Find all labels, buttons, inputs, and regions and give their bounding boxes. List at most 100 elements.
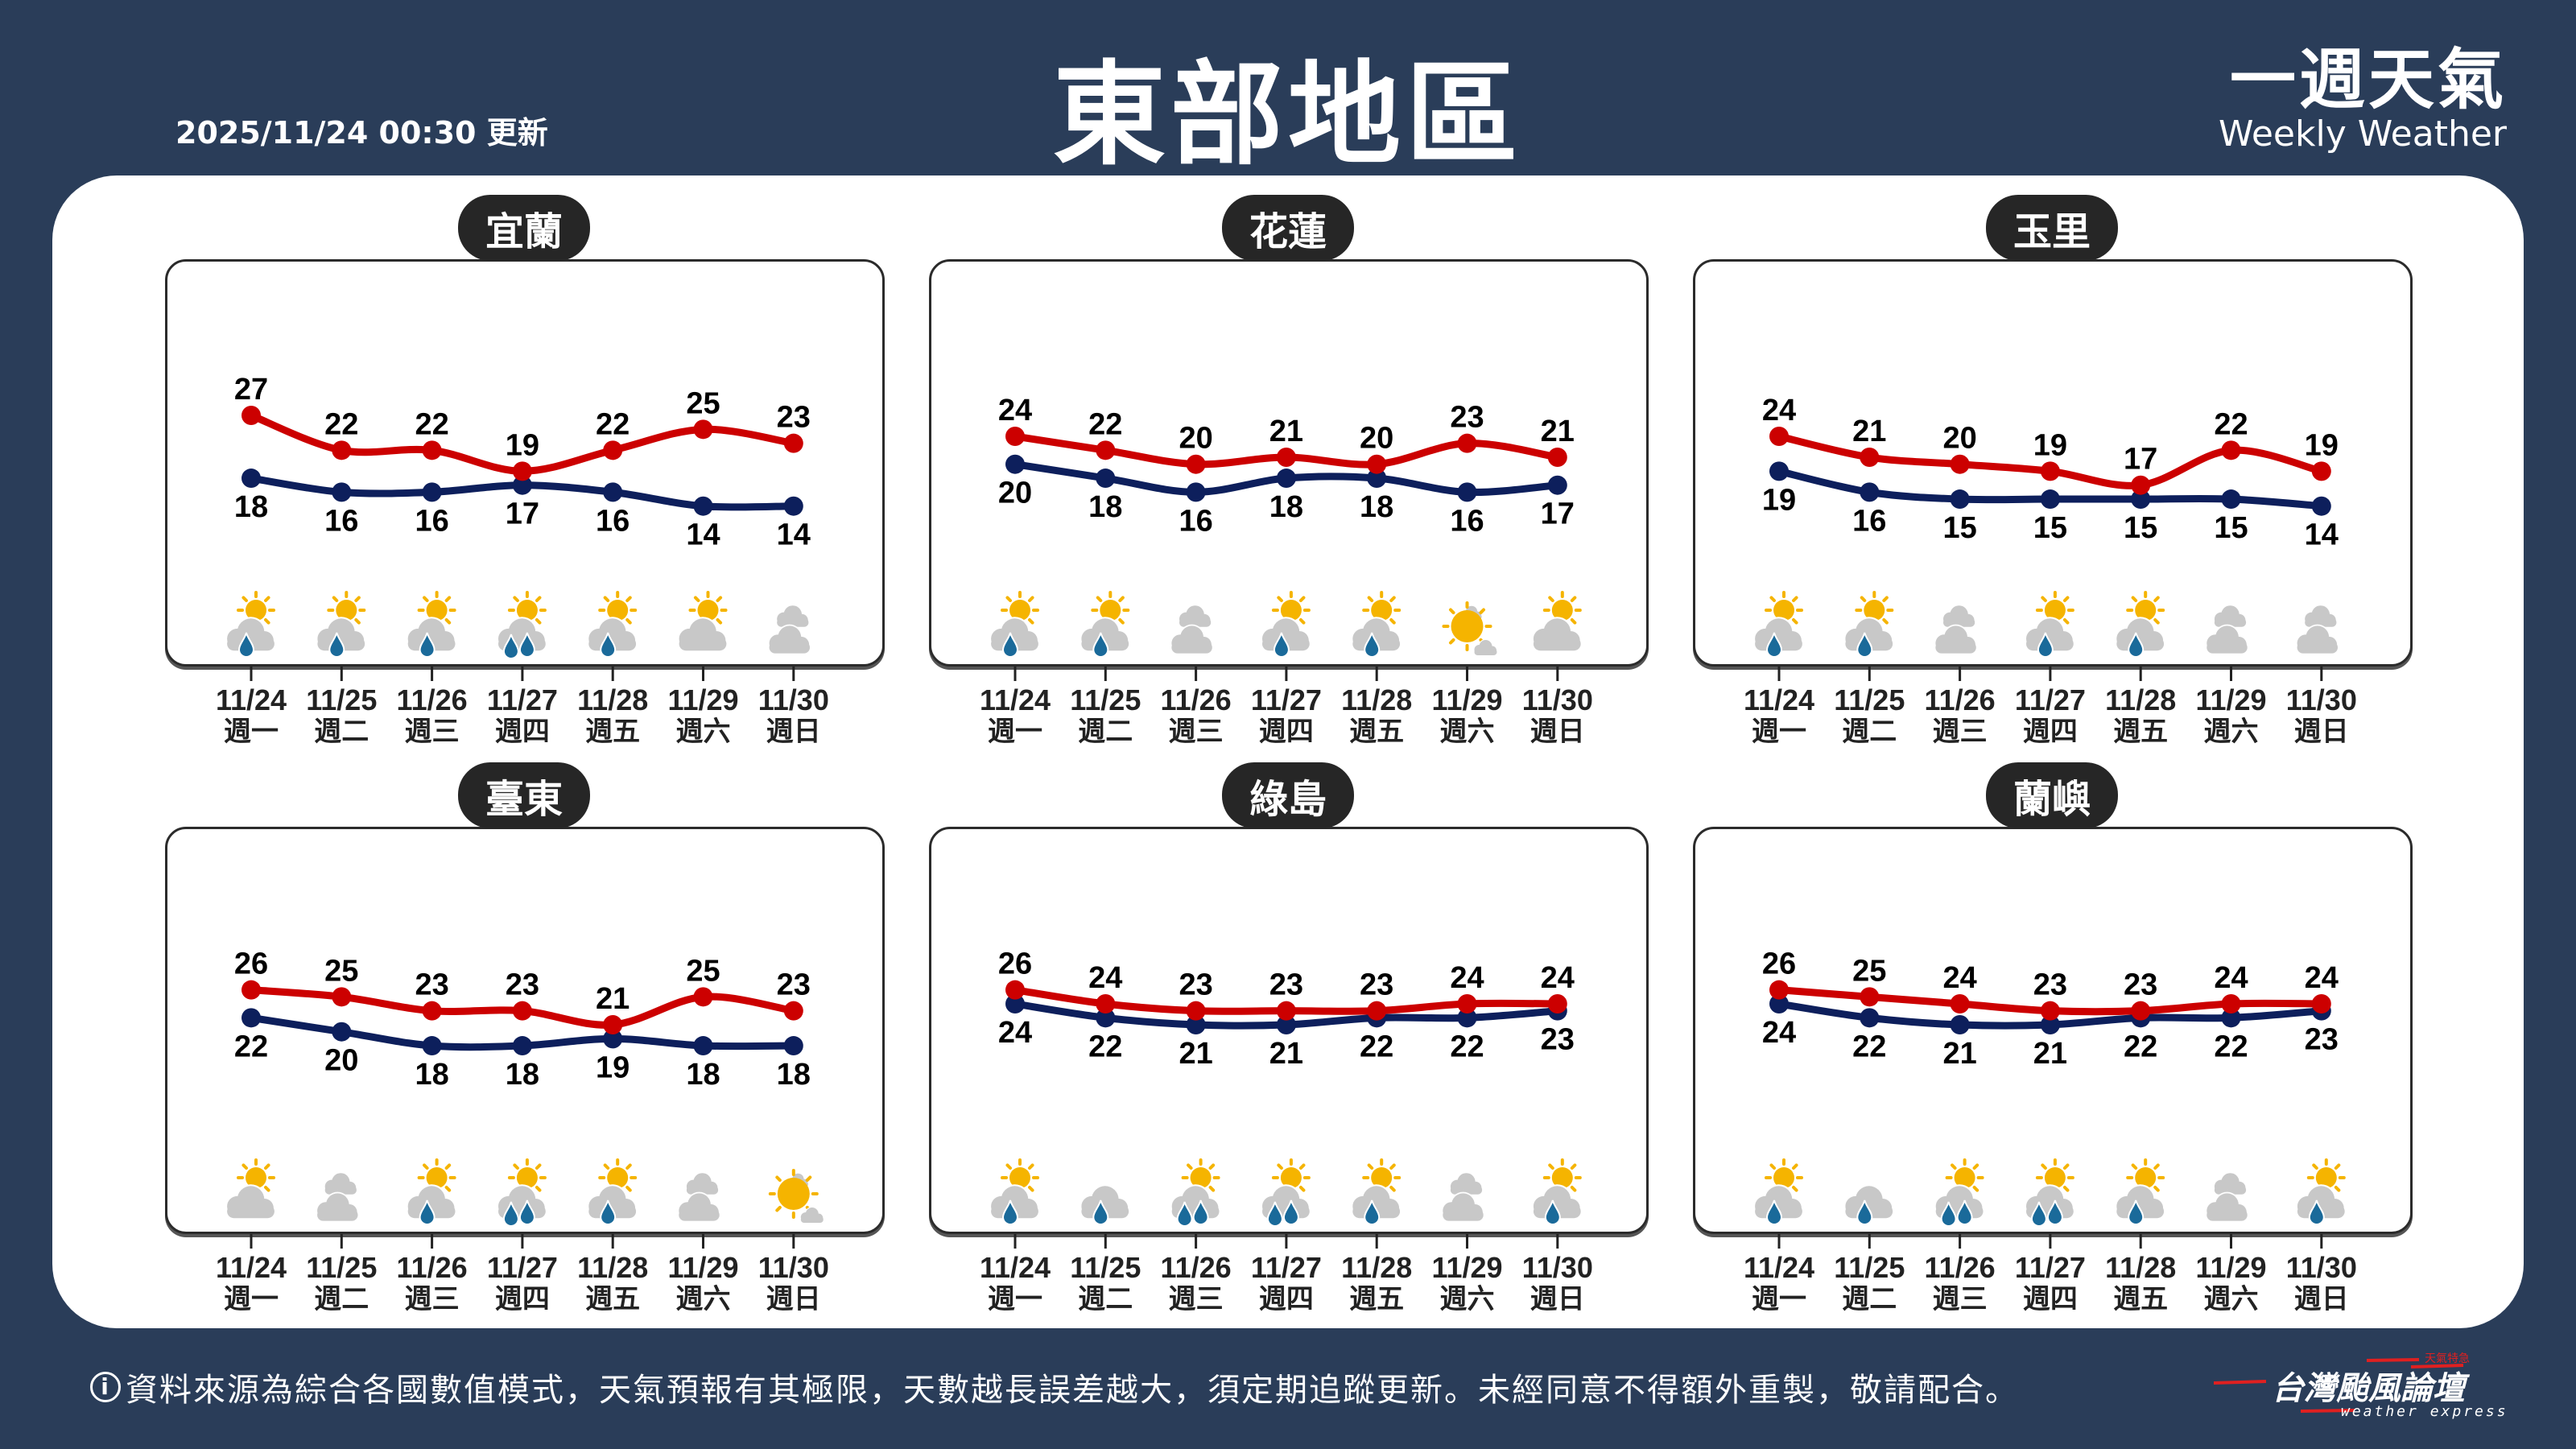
high-temp-label: 22: [2214, 407, 2248, 441]
date-label: 11/29: [667, 683, 738, 716]
weekday-label: 週二: [1842, 1283, 1897, 1315]
location-label: 綠島: [1221, 762, 1355, 828]
date-label: 11/25: [1834, 683, 1905, 716]
low-temp-point: [422, 482, 442, 502]
partly-cloudy-rain-icon: [587, 591, 638, 658]
weekday-label: 週日: [2294, 716, 2349, 748]
low-temp-label: 14: [2305, 518, 2339, 552]
high-temp-label: 21: [596, 982, 630, 1016]
logo: 天氣特急 台灣颱風論壇 weather express: [2213, 1352, 2520, 1433]
partly-cloudy-rain-icon: [1531, 1158, 1583, 1225]
forecast-panel: 玉里 19 16 15 15 15 15 14 24 21 20 19 17 22 19 11/24 週一 11/…: [1693, 195, 2413, 748]
date-label: 11/25: [306, 683, 377, 716]
low-temp-point: [783, 496, 803, 516]
partly-cloudy-heavy-rain-icon: [1934, 1158, 1985, 1227]
low-temp-point: [783, 1036, 803, 1056]
high-temp-point: [1769, 980, 1789, 1000]
high-temp-point: [512, 1001, 532, 1021]
date-label: 11/25: [1070, 683, 1141, 716]
high-temp-label: 19: [506, 428, 539, 462]
date-label: 11/26: [1161, 1251, 1232, 1284]
weekday-label: 週六: [2204, 716, 2259, 748]
brand: 一週天氣 Weekly Weather: [2219, 44, 2507, 152]
date-label: 11/24: [1744, 1251, 1814, 1284]
high-temp-label: 27: [234, 373, 268, 407]
high-temp-point: [1547, 994, 1567, 1014]
low-temp-label: 18: [777, 1058, 811, 1092]
weekday-label: 週六: [676, 716, 731, 748]
low-temp-point: [603, 1029, 623, 1049]
low-temp-point: [512, 1036, 532, 1056]
high-temp-point: [1367, 1001, 1387, 1021]
high-temp-point: [1950, 454, 1970, 474]
cloudy-icon: [1170, 604, 1214, 655]
low-temp-point: [1276, 1015, 1296, 1035]
weekday-label: 週日: [2294, 1283, 2349, 1315]
location-label: 花蓮: [1221, 195, 1355, 261]
low-temp-point: [422, 1036, 442, 1056]
weekday-label: 週二: [314, 716, 369, 748]
high-temp-point: [422, 440, 442, 460]
low-temp-label: 21: [2033, 1037, 2067, 1071]
partly-cloudy-heavy-rain-icon: [1170, 1158, 1221, 1227]
weekday-label: 週一: [988, 716, 1042, 748]
weekday-label: 週六: [676, 1283, 731, 1315]
low-temp-label: 22: [1360, 1030, 1393, 1063]
date-label: 11/27: [1251, 1251, 1322, 1284]
partly-cloudy-rain-icon: [2115, 1158, 2166, 1225]
high-temp-point: [332, 987, 352, 1007]
sunny-icon: [1442, 601, 1498, 656]
date-label: 11/29: [667, 1251, 738, 1284]
high-temp-point: [1457, 433, 1477, 453]
weekday-label: 週二: [1078, 1283, 1133, 1315]
high-temp-point: [783, 433, 803, 453]
high-temp-label: 23: [415, 968, 448, 1002]
low-temp-point: [2221, 1008, 2241, 1028]
cloudy-icon: [2205, 604, 2249, 655]
high-temp-point: [2311, 994, 2331, 1014]
high-temp-point: [2221, 440, 2241, 460]
low-temp-point: [2040, 1015, 2060, 1035]
date-label: 11/28: [2105, 1251, 2176, 1284]
partly-cloudy-rain-icon: [587, 1158, 638, 1225]
high-temp-label: 22: [415, 407, 448, 441]
low-temp-label: 16: [1852, 504, 1886, 538]
weekday-label: 週五: [1349, 1283, 1404, 1315]
high-temp-point: [2131, 475, 2151, 495]
weekday-label: 週二: [1842, 716, 1897, 748]
high-temp-label: 23: [1360, 968, 1393, 1002]
high-temp-label: 19: [2305, 428, 2339, 462]
high-temp-point: [2040, 1001, 2060, 1021]
forecast-panel: 蘭嶼 24 22 21 21 22 22 23 26 25 24 23 23 24 24 11/24 週一 11/…: [1693, 762, 2413, 1315]
high-temp-point: [1276, 1001, 1296, 1021]
weekday-label: 週日: [766, 716, 821, 748]
date-label: 11/28: [1341, 683, 1412, 716]
partly-cloudy-rain-icon: [2295, 1158, 2347, 1225]
weekday-label: 週四: [2023, 1283, 2078, 1315]
low-temp-label: 20: [324, 1044, 358, 1078]
low-temp-label: 19: [1762, 483, 1796, 517]
forecast-panel: 綠島 24 22 21 21 22 22 23 26 24 23 23 23 24 24 11/24 週一 11/…: [929, 762, 1649, 1315]
high-temp-label: 20: [1942, 422, 1976, 456]
high-temp-point: [1950, 994, 1970, 1014]
high-temp-label: 24: [2214, 961, 2248, 995]
high-temp-point: [242, 406, 261, 425]
high-temp-point: [693, 419, 713, 440]
date-label: 11/27: [1251, 683, 1322, 716]
high-temp-label: 25: [324, 954, 358, 988]
date-label: 11/28: [2105, 683, 2176, 716]
low-temp-point: [1186, 1015, 1206, 1035]
high-temp-label: 19: [2033, 428, 2067, 462]
low-temp-label: 20: [998, 477, 1032, 510]
cloudy-icon: [1934, 604, 1978, 655]
low-temp-label: 16: [1179, 504, 1212, 538]
partly-cloudy-heavy-rain-icon: [496, 1158, 547, 1227]
low-temp-label: 22: [2214, 1030, 2248, 1063]
weekday-label: 週四: [1259, 716, 1314, 748]
partly-cloudy-heavy-rain-icon: [1260, 1158, 1311, 1227]
low-temp-point: [1096, 469, 1116, 489]
location-label: 宜蘭: [457, 195, 591, 261]
low-temp-label: 18: [686, 1058, 720, 1092]
location-label: 蘭嶼: [1985, 762, 2119, 828]
